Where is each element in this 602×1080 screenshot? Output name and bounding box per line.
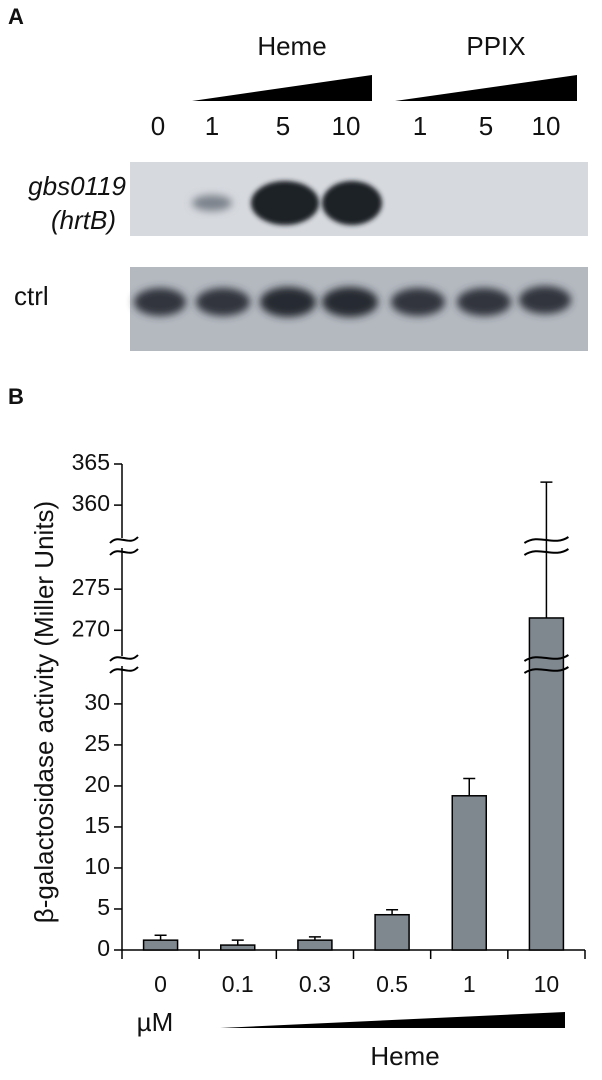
axis-break: [109, 666, 139, 674]
axis-break: [109, 548, 139, 556]
axis-gap: [119, 538, 125, 548]
x-tick-label: 0.3: [299, 971, 331, 997]
y-tick-label: 10: [84, 853, 110, 879]
lane-label: 5: [276, 111, 290, 141]
error-bar: [463, 777, 476, 796]
y-tick-label: 270: [72, 615, 110, 641]
y-tick-label: 360: [72, 490, 110, 516]
gradient-triangle: [220, 1012, 565, 1028]
axis-break: [109, 654, 139, 662]
error-bar: [540, 481, 553, 618]
row-label: (hrtB): [51, 205, 116, 235]
lane-label: 0: [151, 111, 165, 141]
error-bar: [386, 909, 399, 915]
panel-label: B: [8, 384, 24, 409]
blot-strip: [130, 267, 588, 351]
group-label: PPIX: [466, 31, 525, 61]
gradient-triangle: [395, 75, 577, 101]
bar: [451, 795, 487, 951]
axis-break: [523, 666, 569, 674]
axis-break: [109, 536, 139, 544]
bar: [374, 913, 410, 951]
lane-label: 10: [332, 111, 361, 141]
x-tick-label: 1: [463, 971, 476, 997]
y-tick-label: 30: [84, 689, 110, 715]
x-tick-label: 0.5: [376, 971, 408, 997]
axis-break: [523, 654, 569, 662]
gradient-triangle: [192, 75, 372, 101]
plot: 0 5 10 15 20 25 30 270 275 360 365 0 0.1 0.3 0.5 1 10: [72, 449, 586, 997]
blot-strip: [130, 162, 588, 236]
x-tick-label: 10: [534, 971, 560, 997]
bar: [220, 944, 256, 951]
error-bar: [154, 934, 167, 941]
axis-break: [523, 548, 569, 556]
y-tick-label: 365: [72, 449, 110, 475]
y-tick-label: 5: [97, 894, 110, 920]
x-tick-label: 0.1: [222, 971, 254, 997]
y-axis-label: β-galactosidase activity (Miller Units): [29, 501, 59, 923]
lane-label: 5: [479, 111, 493, 141]
x-tick-label: 0: [154, 971, 167, 997]
lane-label: 10: [532, 111, 561, 141]
x-unit: µM: [137, 1007, 174, 1037]
axis-gap: [119, 656, 125, 666]
group-label: Heme: [257, 31, 326, 61]
error-bar: [231, 939, 244, 946]
bar: [297, 939, 333, 951]
bar: [142, 939, 179, 951]
lane-label: 1: [413, 111, 427, 141]
axis-break: [523, 536, 569, 544]
error-bar: [308, 936, 321, 941]
panel-label: A: [8, 4, 24, 29]
y-tick-label: 15: [84, 812, 110, 838]
lane-label: 1: [205, 111, 219, 141]
bar: [528, 617, 565, 951]
y-tick-label: 0: [97, 935, 110, 961]
y-tick-label: 25: [84, 730, 110, 756]
row-label: ctrl: [14, 281, 49, 311]
y-tick-label: 275: [72, 574, 110, 600]
y-tick-label: 20: [84, 771, 110, 797]
x-axis-label: Heme: [370, 1041, 439, 1071]
row-label: gbs0119: [28, 171, 126, 201]
